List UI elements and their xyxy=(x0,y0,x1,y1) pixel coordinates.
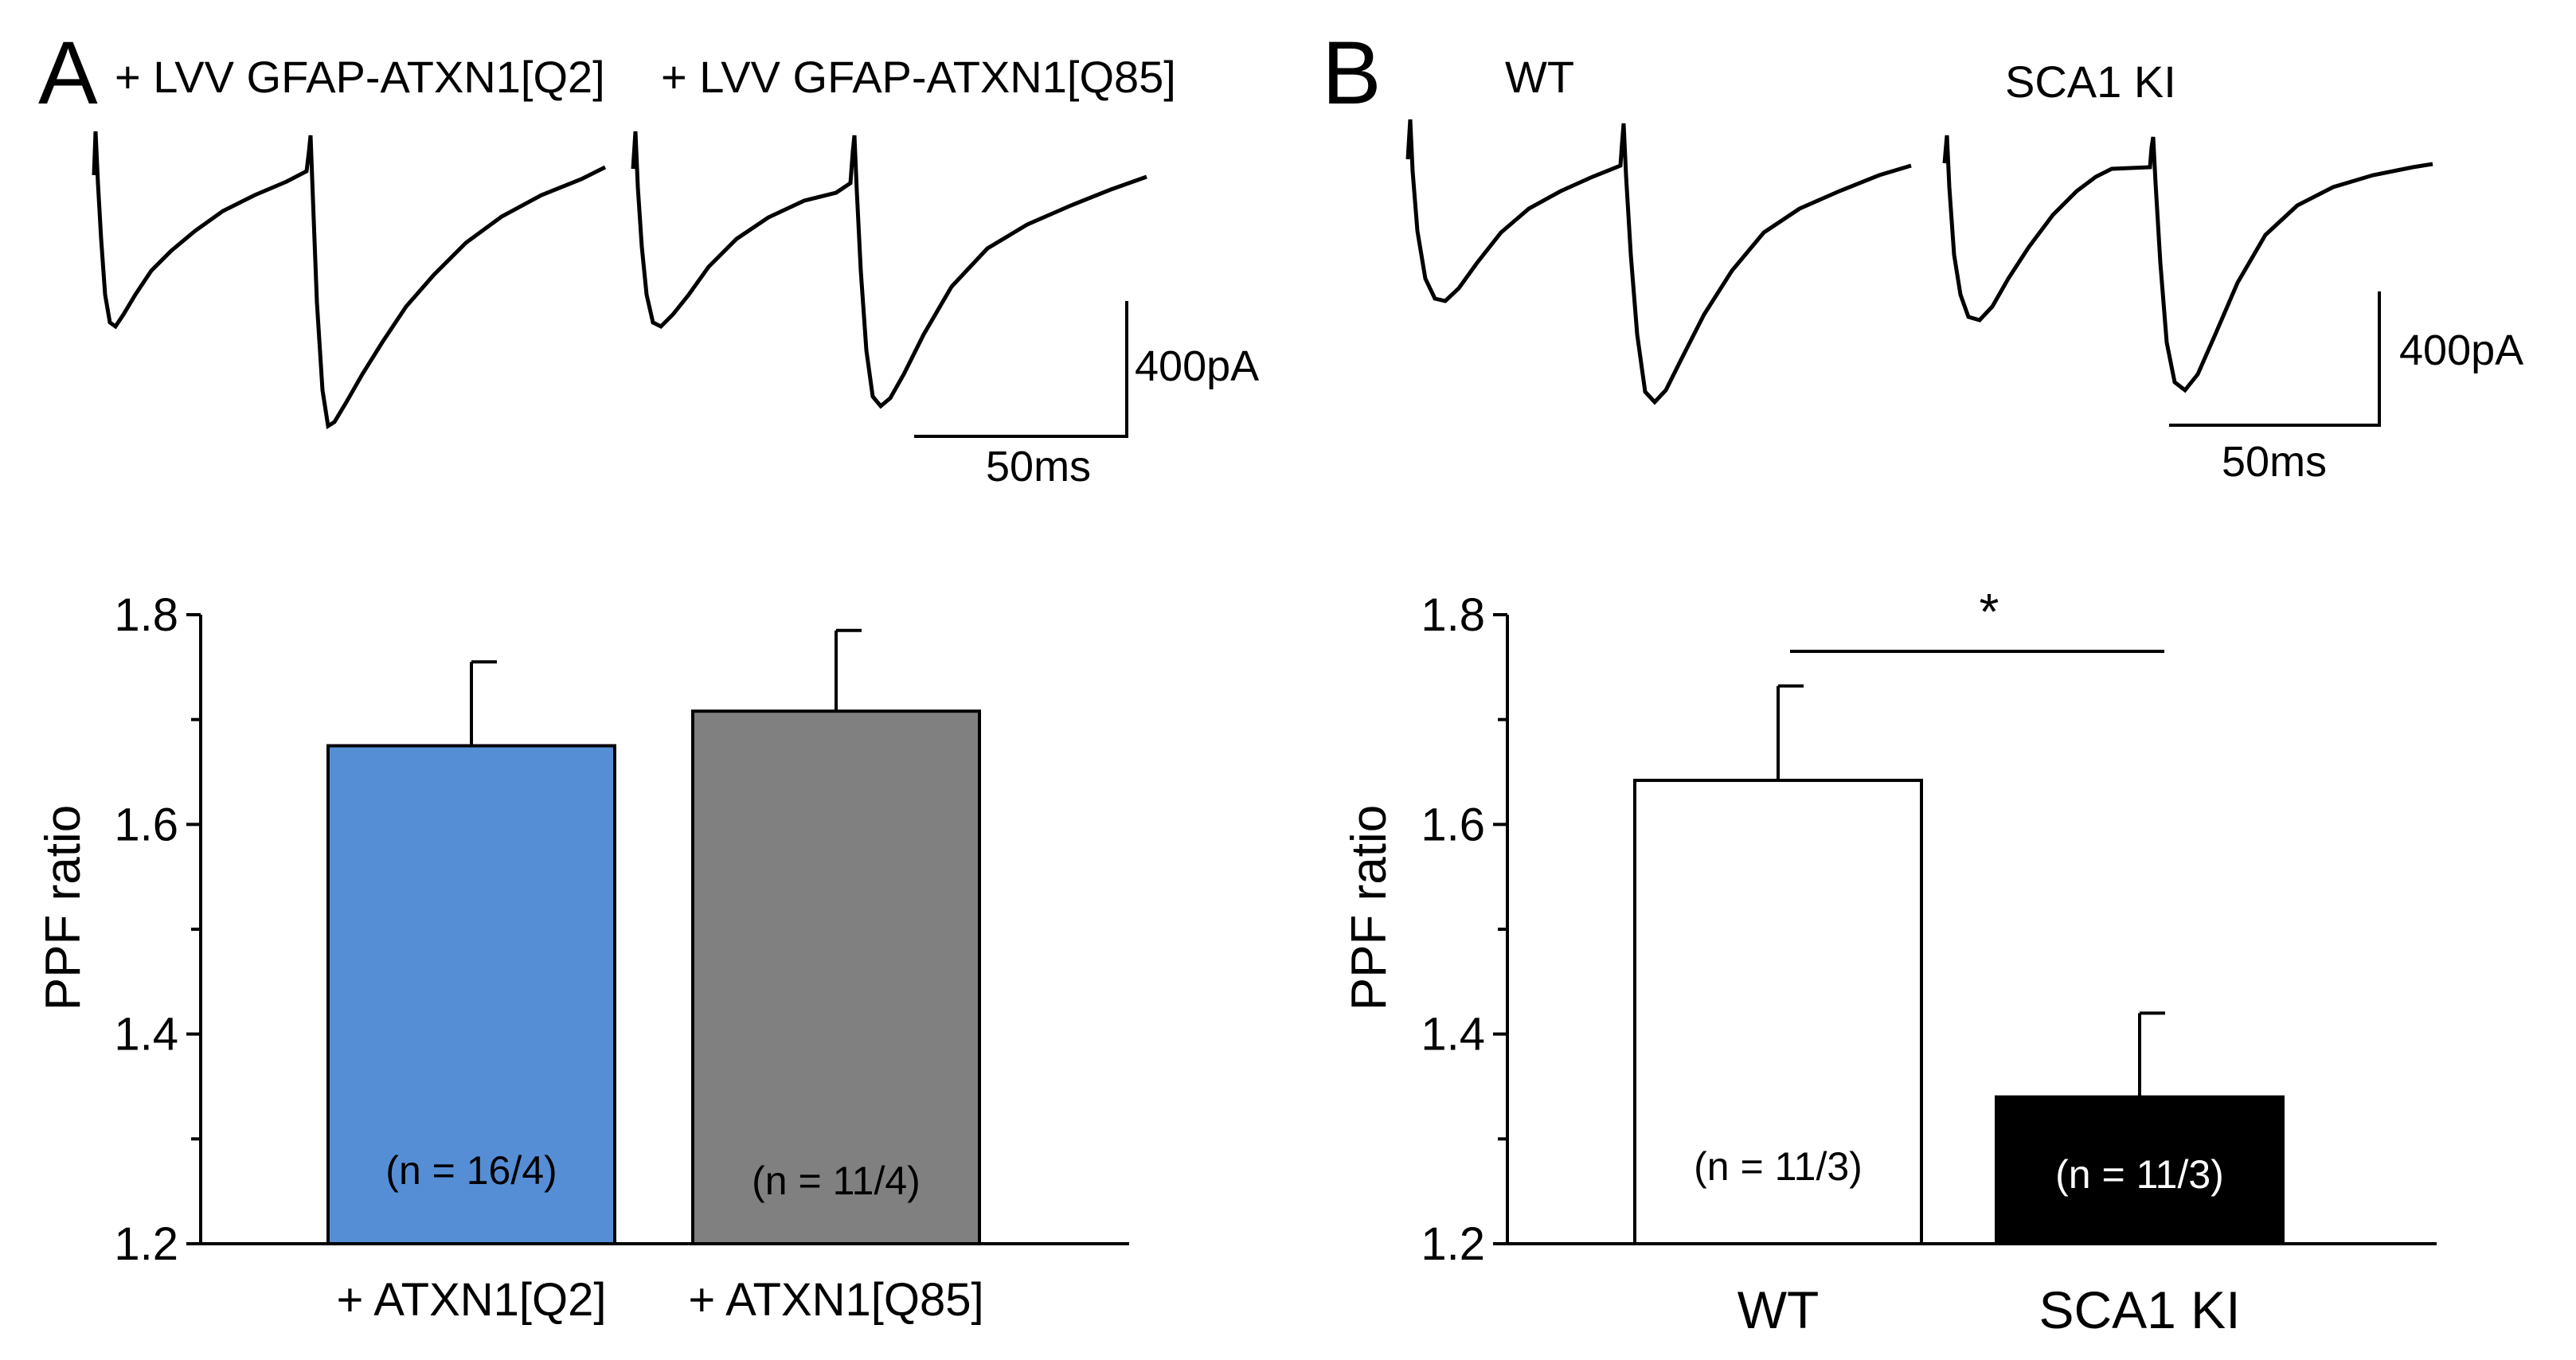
bar-n-label: (n = 16/4) xyxy=(385,1148,557,1193)
panel-b-plot: 1.2 1.4 1.6 1.8 (n = 11/3) WT (n = 11/3) SCA1 K… xyxy=(1421,589,2437,1339)
y-axis-label: PPF ratio xyxy=(36,805,91,1010)
x-tick-label: + ATXN1[Q85] xyxy=(688,1274,983,1326)
significance-star: * xyxy=(1980,583,1999,640)
y-tick-label: 1.8 xyxy=(1421,589,1485,641)
y-tick-label: 1.6 xyxy=(1421,799,1485,850)
bar xyxy=(326,744,616,1245)
panel-a-trace-label-q2: + LVV GFAP-ATXN1[Q2] xyxy=(115,52,605,102)
panel-b-letter: B xyxy=(1322,23,1382,123)
panel-a-bar-chart: PPF ratio 1.2 1.4 1.6 1.8 (n = 16/4) + ATXN1[… xyxy=(36,589,1129,1326)
panel-a-traces: A + LVV GFAP-ATXN1[Q2] + LVV GFAP-ATXN1[… xyxy=(38,23,1259,490)
panel-a-trace-label-q85: + LVV GFAP-ATXN1[Q85] xyxy=(661,52,1176,102)
y-tick-label: 1.4 xyxy=(114,1009,178,1061)
panel-a-plot: 1.2 1.4 1.6 1.8 (n = 16/4) + ATXN1[Q2] (n = 11… xyxy=(114,589,1129,1326)
panel-a-letter: A xyxy=(38,23,98,123)
y-tick-label: 1.4 xyxy=(1421,1009,1485,1061)
bar xyxy=(1633,779,1923,1245)
trace-sca1 xyxy=(1942,135,2433,393)
x-tick-label: + ATXN1[Q2] xyxy=(336,1274,606,1326)
y-axis-label: PPF ratio xyxy=(1342,805,1397,1010)
panel-b-traces: B WT SCA1 KI 400pA 50ms xyxy=(1322,23,2523,486)
bar-n-label: (n = 11/4) xyxy=(752,1159,921,1203)
y-tick-label: 1.2 xyxy=(1421,1218,1485,1270)
trace-wt xyxy=(1405,119,1912,405)
bar-n-label: (n = 11/3) xyxy=(2055,1152,2224,1197)
x-tick-label: SCA1 KI xyxy=(2039,1280,2240,1339)
bar-n-label: (n = 11/3) xyxy=(1694,1144,1863,1189)
panel-b-bar-chart: PPF ratio * 1.2 1.4 1.6 1.8 (n = 11/3) WT (n =… xyxy=(1342,583,2437,1339)
x-tick-label: WT xyxy=(1738,1280,1820,1339)
panel-b-scale-time: 50ms xyxy=(2222,438,2327,486)
panel-a-scale-time: 50ms xyxy=(986,443,1091,490)
y-tick-label: 1.6 xyxy=(114,799,178,850)
bar xyxy=(691,709,981,1245)
panel-b-scale-bar xyxy=(2169,291,2381,427)
panel-b-trace-label-wt: WT xyxy=(1505,52,1574,102)
y-tick-label: 1.2 xyxy=(114,1218,178,1270)
panel-b-trace-label-sca1: SCA1 KI xyxy=(2005,57,2176,107)
y-tick-label: 1.8 xyxy=(114,589,178,641)
trace-q85 xyxy=(631,131,1147,409)
panel-b-scale-current: 400pA xyxy=(2399,326,2523,374)
panel-a-scale-bar xyxy=(914,301,1128,438)
panel-a-scale-current: 400pA xyxy=(1135,342,1259,390)
trace-q2 xyxy=(92,131,607,430)
